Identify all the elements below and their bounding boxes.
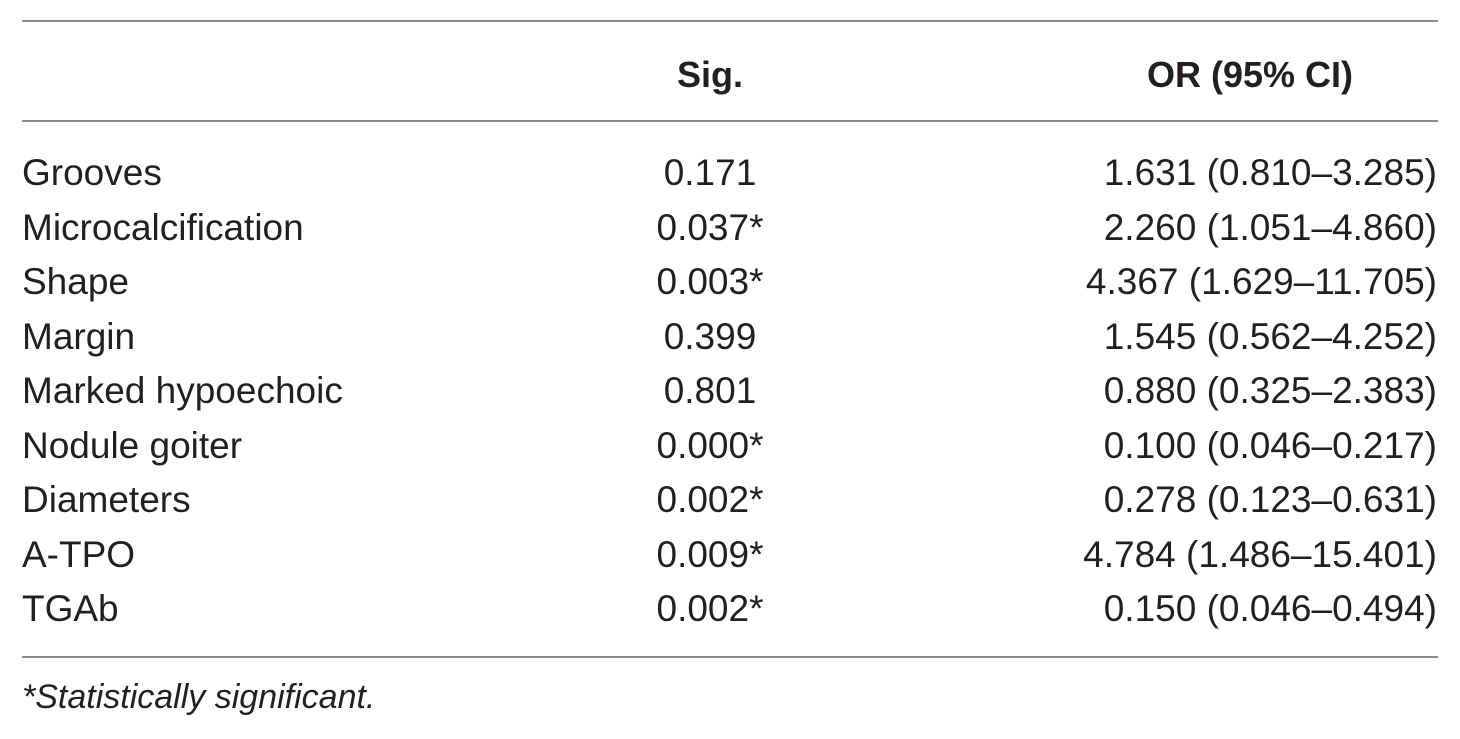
row-or: 4.367 (1.629–11.705) bbox=[1085, 261, 1437, 302]
row-sig: 0.801 bbox=[663, 370, 757, 411]
row-sig: 0.009* bbox=[656, 533, 764, 575]
table-row: Shape 0.003* 4.367 (1.629–11.705) bbox=[0, 255, 1460, 310]
table-row: Diameters 0.002* 0.278 (0.123–0.631) bbox=[0, 473, 1460, 528]
table-top-rule bbox=[22, 20, 1438, 22]
row-or: 0.880 (0.325–2.383) bbox=[1103, 370, 1437, 411]
row-or: 0.100 (0.046–0.217) bbox=[1103, 424, 1437, 466]
table-bottom-rule bbox=[22, 656, 1438, 658]
column-header-sig: Sig. bbox=[676, 54, 743, 95]
table-row: Margin 0.399 1.545 (0.562–4.252) bbox=[0, 310, 1460, 365]
table-row: Grooves 0.171 1.631 (0.810–3.285) bbox=[0, 146, 1460, 201]
table-row: Microcalcification 0.037* 2.260 (1.051–4… bbox=[0, 201, 1460, 256]
table-header-rule bbox=[22, 120, 1438, 122]
row-sig: 0.037* bbox=[656, 206, 764, 248]
row-or: 2.260 (1.051–4.860) bbox=[1103, 206, 1437, 248]
row-or: 1.631 (0.810–3.285) bbox=[1103, 152, 1437, 193]
row-sig: 0.000* bbox=[656, 424, 764, 466]
row-variable: Marked hypoechoic bbox=[22, 370, 343, 411]
row-variable: Shape bbox=[22, 261, 129, 302]
row-sig: 0.002* bbox=[656, 479, 764, 520]
table-row: TGAb 0.002* 0.150 (0.046–0.494) bbox=[0, 582, 1460, 637]
column-header-or: OR (95% CI) bbox=[1146, 54, 1354, 95]
row-variable: A-TPO bbox=[22, 533, 136, 575]
row-variable: Grooves bbox=[22, 152, 162, 193]
table-row: A-TPO 0.009* 4.784 (1.486–15.401) bbox=[0, 528, 1460, 583]
row-or: 1.545 (0.562–4.252) bbox=[1103, 315, 1437, 357]
row-sig: 0.002* bbox=[656, 588, 764, 629]
table-row: Nodule goiter 0.000* 0.100 (0.046–0.217) bbox=[0, 419, 1460, 474]
row-or: 4.784 (1.486–15.401) bbox=[1083, 533, 1437, 575]
table-header: Sig. OR (95% CI) bbox=[0, 40, 1460, 110]
row-or: 0.150 (0.046–0.494) bbox=[1103, 588, 1437, 629]
row-variable: TGAb bbox=[22, 588, 119, 629]
row-variable: Margin bbox=[22, 315, 136, 357]
row-sig: 0.003* bbox=[656, 261, 764, 302]
row-variable: Microcalcification bbox=[22, 206, 304, 248]
row-variable: Nodule goiter bbox=[22, 424, 243, 466]
table-row: Marked hypoechoic 0.801 0.880 (0.325–2.3… bbox=[0, 364, 1460, 419]
row-sig: 0.171 bbox=[663, 152, 757, 193]
table-body: Grooves 0.171 1.631 (0.810–3.285) Microc… bbox=[0, 146, 1460, 637]
row-or: 0.278 (0.123–0.631) bbox=[1103, 479, 1437, 520]
table-footnote: *Statistically significant. bbox=[22, 678, 376, 716]
row-variable: Diameters bbox=[22, 479, 191, 520]
row-sig: 0.399 bbox=[663, 315, 757, 357]
